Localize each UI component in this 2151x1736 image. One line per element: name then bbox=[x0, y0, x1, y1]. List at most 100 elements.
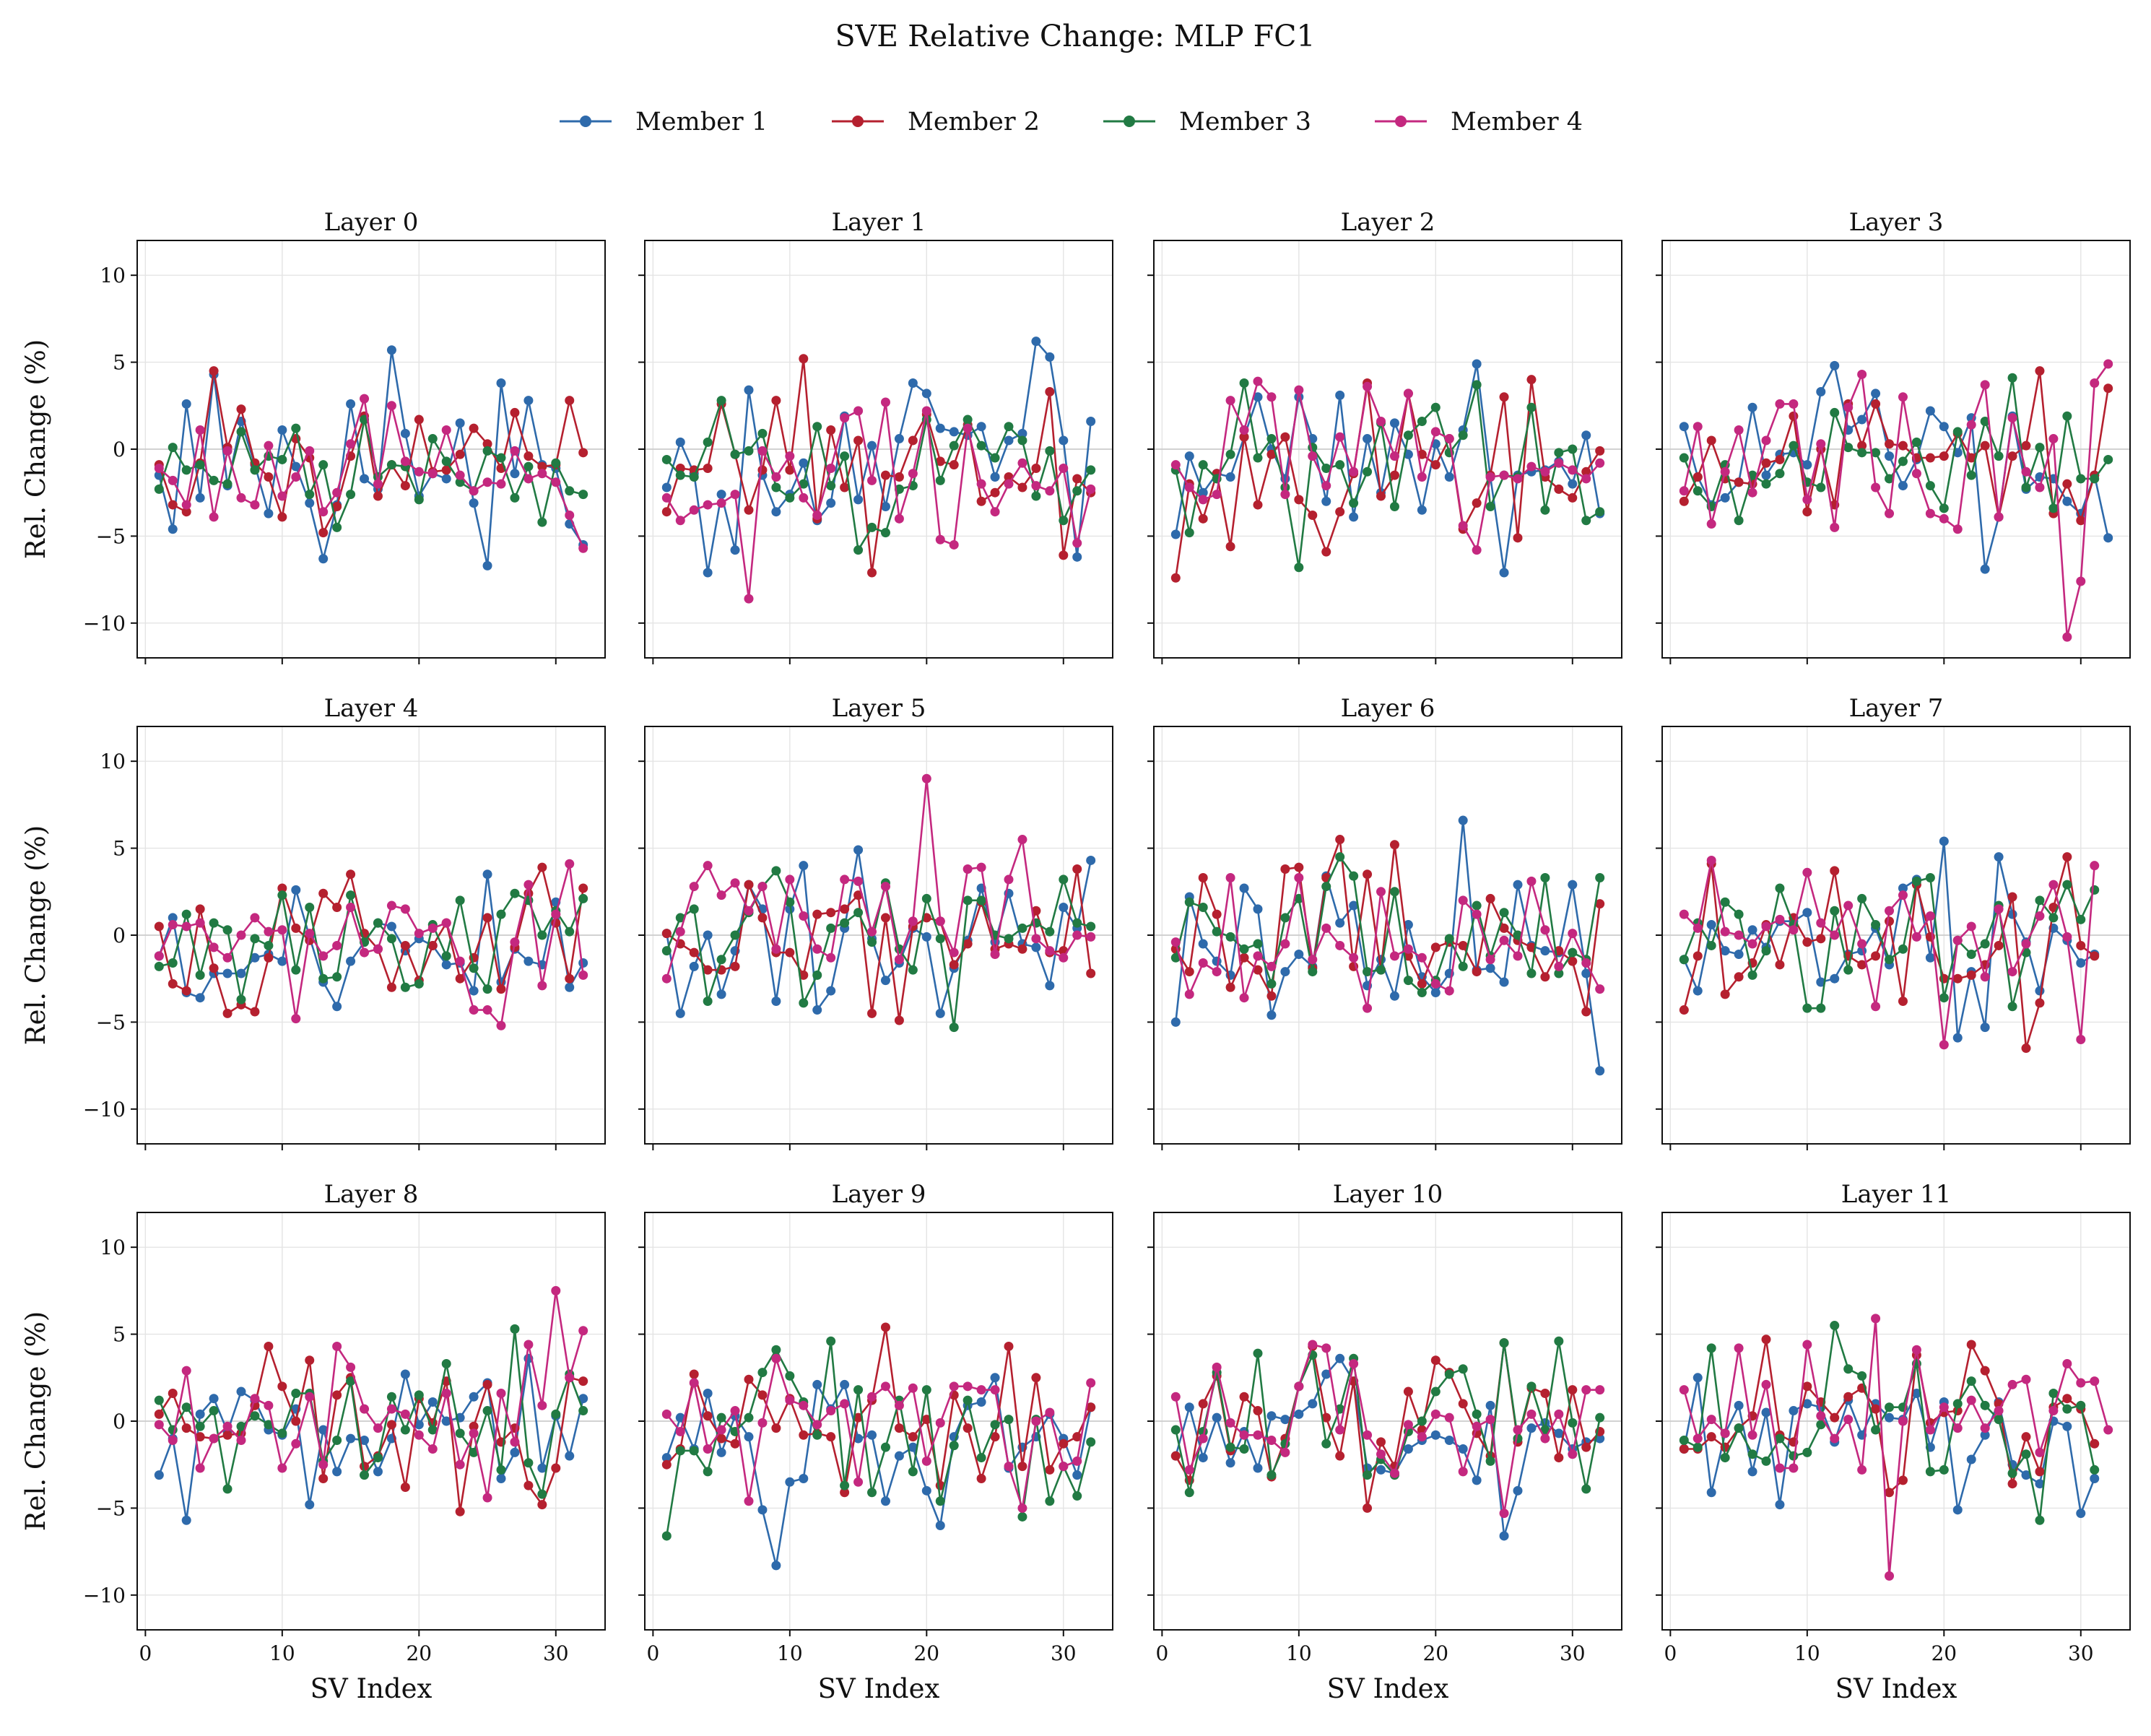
subplot-grid: −10 −5 0 5 10 Layer 0 Rel. Change (%) Layer 1 La… bbox=[20, 208, 2131, 1704]
data-point bbox=[1280, 939, 1290, 949]
y-tick-label: 10 bbox=[100, 1236, 126, 1259]
data-point bbox=[1966, 1454, 1976, 1464]
data-point bbox=[510, 446, 520, 456]
data-point bbox=[1720, 492, 1730, 503]
x-tick-label: 10 bbox=[777, 1641, 803, 1665]
data-point bbox=[1059, 516, 1069, 526]
data-point bbox=[1389, 887, 1399, 897]
data-point bbox=[1540, 946, 1550, 956]
subplot-layer-7: Layer 7 bbox=[1656, 694, 2131, 1150]
data-point bbox=[1526, 1423, 1537, 1433]
data-point bbox=[1581, 968, 1591, 978]
data-point bbox=[1830, 973, 1840, 984]
data-point bbox=[1363, 466, 1373, 477]
data-point bbox=[496, 1388, 506, 1398]
data-point bbox=[291, 1416, 301, 1426]
data-point bbox=[703, 930, 713, 940]
data-point bbox=[771, 482, 781, 492]
data-point bbox=[1335, 507, 1345, 517]
data-point bbox=[689, 904, 699, 914]
data-point bbox=[386, 1420, 396, 1430]
data-point bbox=[578, 448, 588, 458]
data-point bbox=[1789, 925, 1799, 935]
data-point bbox=[414, 978, 424, 989]
data-point bbox=[1253, 965, 1263, 975]
data-point bbox=[826, 481, 836, 491]
data-point bbox=[305, 490, 315, 500]
data-point bbox=[537, 981, 547, 991]
data-point bbox=[318, 507, 329, 517]
data-point bbox=[1526, 876, 1537, 886]
data-point bbox=[537, 517, 547, 527]
data-point bbox=[168, 920, 178, 930]
series-member-3 bbox=[1170, 852, 1605, 997]
data-point bbox=[2048, 503, 2059, 513]
data-point bbox=[1568, 1449, 1578, 1459]
data-point bbox=[305, 446, 315, 456]
data-point bbox=[976, 1397, 986, 1407]
data-point bbox=[496, 1473, 506, 1483]
data-point bbox=[1212, 1362, 1222, 1372]
data-point bbox=[1692, 486, 1703, 496]
data-point bbox=[1458, 895, 1468, 906]
data-point bbox=[730, 961, 740, 971]
data-point bbox=[962, 423, 973, 433]
data-point bbox=[1017, 1462, 1027, 1472]
data-point bbox=[2035, 482, 2045, 492]
data-point bbox=[537, 1463, 547, 1473]
data-point bbox=[455, 956, 465, 966]
data-point bbox=[744, 505, 754, 515]
data-point bbox=[880, 470, 890, 480]
data-point bbox=[1072, 864, 1082, 874]
series-line bbox=[666, 778, 1091, 979]
data-point bbox=[853, 406, 864, 416]
data-point bbox=[510, 1447, 520, 1457]
data-point bbox=[1994, 904, 2004, 914]
data-point bbox=[716, 498, 726, 508]
data-point bbox=[346, 902, 356, 912]
data-point bbox=[209, 366, 219, 376]
data-point bbox=[1540, 1425, 1550, 1435]
data-point bbox=[1692, 951, 1703, 961]
data-point bbox=[703, 997, 713, 1007]
data-point bbox=[1184, 451, 1194, 461]
data-point bbox=[1802, 460, 1812, 470]
data-point bbox=[703, 861, 713, 871]
x-tick-label: 0 bbox=[646, 1641, 659, 1665]
data-point bbox=[976, 1473, 986, 1483]
data-point bbox=[360, 947, 370, 958]
data-point bbox=[1816, 482, 1826, 492]
data-point bbox=[2090, 1473, 2100, 1483]
data-point bbox=[1444, 1412, 1454, 1423]
data-point bbox=[523, 1480, 534, 1490]
data-point bbox=[1004, 422, 1014, 432]
data-point bbox=[1843, 900, 1854, 911]
data-point bbox=[990, 472, 1000, 482]
data-point bbox=[867, 1430, 877, 1440]
x-tick-label: 10 bbox=[269, 1641, 295, 1665]
data-point bbox=[1212, 956, 1222, 966]
data-point bbox=[1184, 482, 1194, 492]
data-point bbox=[523, 474, 534, 484]
data-point bbox=[1692, 422, 1703, 432]
data-point bbox=[1086, 855, 1096, 865]
data-point bbox=[1198, 958, 1208, 968]
data-point bbox=[469, 498, 479, 508]
data-point bbox=[1747, 1467, 1757, 1477]
data-point bbox=[1045, 387, 1055, 397]
data-point bbox=[2007, 373, 2017, 383]
data-point bbox=[1225, 1418, 1235, 1428]
data-point bbox=[565, 1451, 575, 1461]
data-point bbox=[1239, 432, 1249, 442]
data-point bbox=[976, 1453, 986, 1463]
data-point bbox=[1363, 1503, 1373, 1513]
data-point bbox=[1253, 939, 1263, 949]
data-point bbox=[935, 456, 945, 466]
data-point bbox=[523, 1458, 534, 1468]
data-point bbox=[771, 507, 781, 517]
data-point bbox=[716, 890, 726, 900]
data-point bbox=[400, 1483, 410, 1493]
data-point bbox=[1994, 852, 2004, 862]
data-point bbox=[441, 960, 451, 970]
data-point bbox=[551, 1409, 561, 1419]
